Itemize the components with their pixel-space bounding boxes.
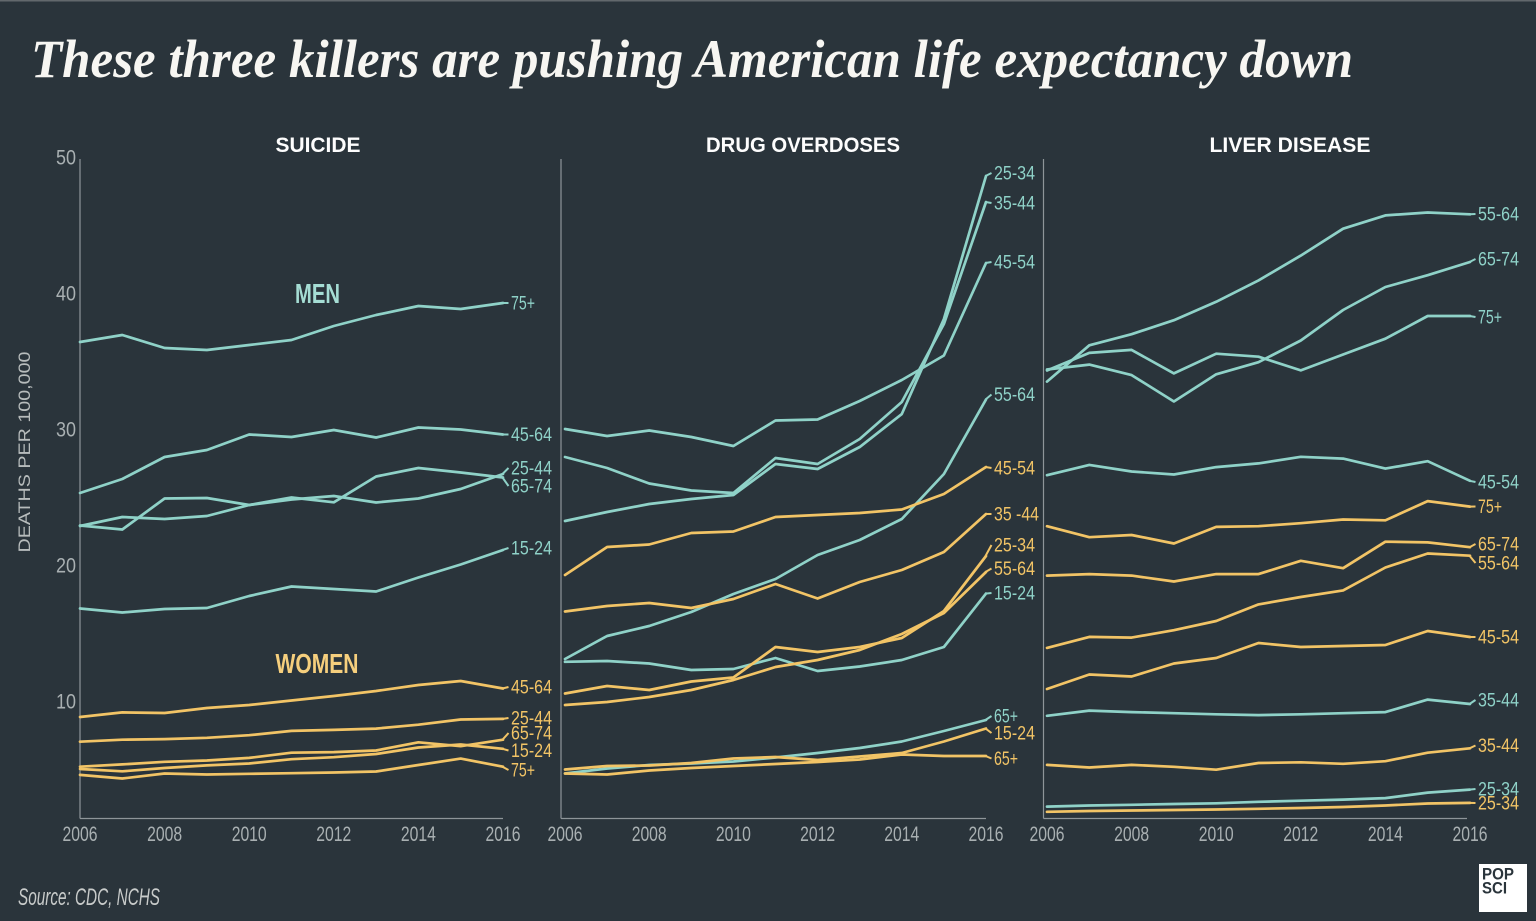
svg-text:35-44: 35-44 xyxy=(1478,736,1519,757)
svg-text:45-54: 45-54 xyxy=(1478,473,1519,494)
svg-text:DRUG OVERDOSES: DRUG OVERDOSES xyxy=(706,134,900,157)
svg-text:65+: 65+ xyxy=(994,749,1018,770)
svg-text:65-74: 65-74 xyxy=(511,724,552,745)
svg-text:55-64: 55-64 xyxy=(1478,205,1519,226)
svg-text:25-34: 25-34 xyxy=(1478,794,1519,815)
svg-text:25-34: 25-34 xyxy=(994,164,1035,185)
svg-text:75+: 75+ xyxy=(511,294,535,315)
svg-text:2016: 2016 xyxy=(969,822,1004,846)
svg-text:2006: 2006 xyxy=(63,822,98,846)
svg-text:65+: 65+ xyxy=(994,707,1018,728)
svg-text:2016: 2016 xyxy=(486,822,521,846)
svg-text:45-64: 45-64 xyxy=(511,678,552,699)
svg-text:Source: CDC, NCHS: Source: CDC, NCHS xyxy=(18,884,160,911)
svg-text:2008: 2008 xyxy=(147,822,182,846)
svg-text:65-74: 65-74 xyxy=(1478,535,1519,556)
svg-text:2006: 2006 xyxy=(1030,822,1065,846)
svg-text:35 -44: 35 -44 xyxy=(994,505,1039,526)
svg-text:65-74: 65-74 xyxy=(511,477,552,498)
svg-text:2010: 2010 xyxy=(1199,822,1234,846)
svg-text:25-44: 25-44 xyxy=(511,459,552,480)
svg-text:POP: POP xyxy=(1482,866,1514,884)
svg-text:75+: 75+ xyxy=(1478,308,1502,329)
svg-text:35-44: 35-44 xyxy=(994,194,1035,215)
svg-text:55-64: 55-64 xyxy=(1478,554,1519,575)
svg-text:25-34: 25-34 xyxy=(1478,780,1519,801)
svg-text:SCI: SCI xyxy=(1482,879,1507,897)
svg-text:2012: 2012 xyxy=(1283,822,1318,846)
svg-text:15-24: 15-24 xyxy=(994,724,1035,745)
svg-text:40: 40 xyxy=(56,282,76,306)
svg-text:45-64: 45-64 xyxy=(511,425,552,446)
svg-text:2014: 2014 xyxy=(401,822,436,846)
svg-text:75+: 75+ xyxy=(511,761,535,782)
svg-text:45-54: 45-54 xyxy=(994,459,1035,480)
svg-text:75+: 75+ xyxy=(1478,497,1502,518)
svg-text:2012: 2012 xyxy=(316,822,351,846)
svg-text:15-24: 15-24 xyxy=(511,539,552,560)
svg-text:55-64: 55-64 xyxy=(994,559,1035,580)
svg-text:55-64: 55-64 xyxy=(994,385,1035,406)
svg-text:45-54: 45-54 xyxy=(1478,628,1519,649)
svg-text:2016: 2016 xyxy=(1453,822,1488,846)
svg-text:2014: 2014 xyxy=(1368,822,1403,846)
svg-text:SUICIDE: SUICIDE xyxy=(276,134,361,157)
svg-text:2006: 2006 xyxy=(548,822,583,846)
svg-text:10: 10 xyxy=(56,690,76,714)
svg-text:DEATHS PER 100,000: DEATHS PER 100,000 xyxy=(15,352,34,553)
svg-text:30: 30 xyxy=(56,418,76,442)
svg-text:20: 20 xyxy=(56,554,76,578)
svg-text:MEN: MEN xyxy=(295,278,340,309)
svg-text:50: 50 xyxy=(56,146,76,170)
svg-text:2010: 2010 xyxy=(232,822,267,846)
svg-text:25-44: 25-44 xyxy=(511,709,552,730)
svg-text:15-24: 15-24 xyxy=(994,584,1035,605)
svg-text:2008: 2008 xyxy=(1114,822,1149,846)
svg-text:LIVER DISEASE: LIVER DISEASE xyxy=(1210,134,1371,157)
svg-text:2012: 2012 xyxy=(800,822,835,846)
svg-text:2014: 2014 xyxy=(884,822,919,846)
svg-text:35-44: 35-44 xyxy=(1478,691,1519,712)
svg-text:WOMEN: WOMEN xyxy=(276,648,359,679)
svg-text:These three killers are pushin: These three killers are pushing American… xyxy=(31,29,1353,89)
svg-text:25-34: 25-34 xyxy=(994,536,1035,557)
svg-text:45-54: 45-54 xyxy=(994,253,1035,274)
svg-text:15-24: 15-24 xyxy=(511,741,552,762)
svg-text:2010: 2010 xyxy=(716,822,751,846)
svg-text:2008: 2008 xyxy=(632,822,667,846)
svg-text:65-74: 65-74 xyxy=(1478,250,1519,271)
